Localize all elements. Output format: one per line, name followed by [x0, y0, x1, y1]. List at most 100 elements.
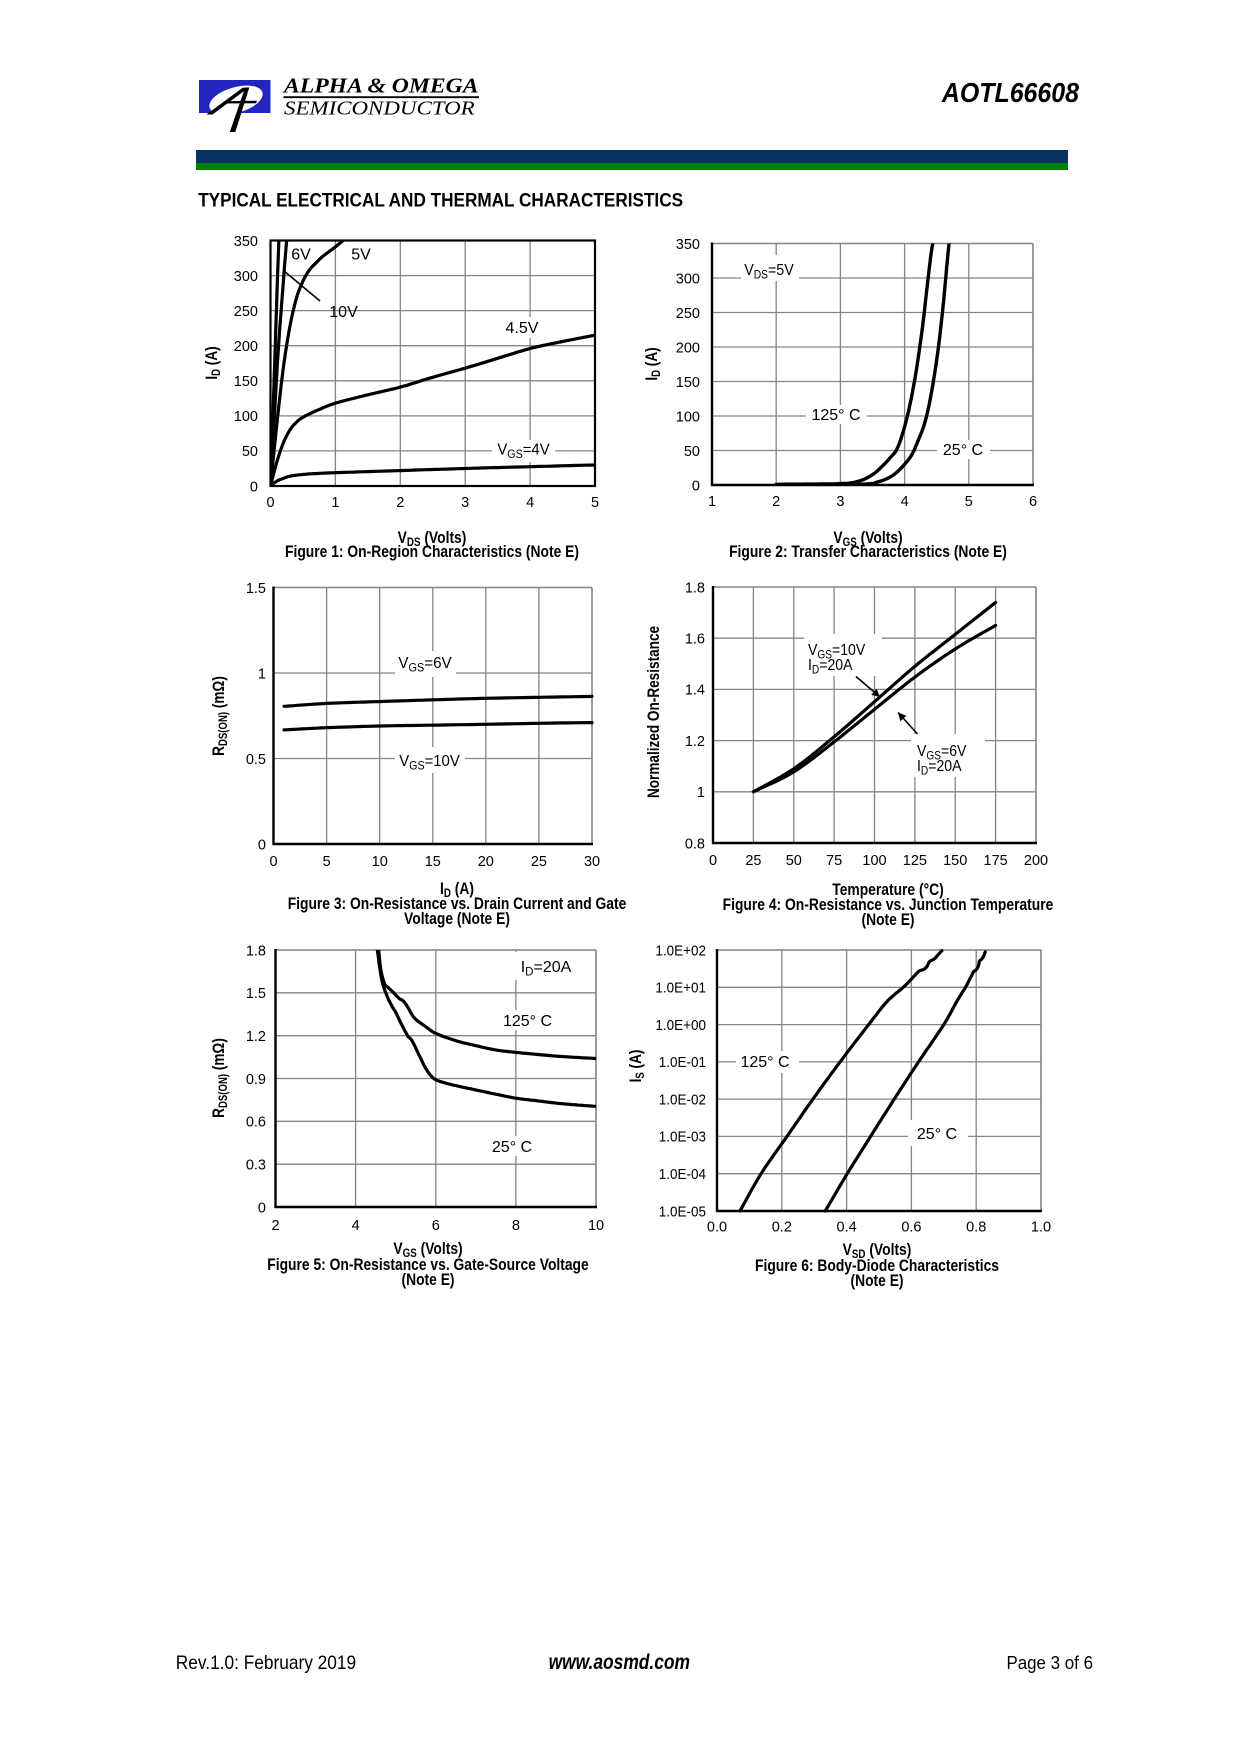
svg-text:30: 30 [584, 854, 600, 870]
svg-text:1.5: 1.5 [246, 986, 266, 1002]
svg-text:2: 2 [396, 495, 404, 511]
svg-text:1.2: 1.2 [246, 1029, 266, 1045]
svg-text:150: 150 [943, 853, 967, 869]
svg-text:Figure 4: On-Resistance vs. Ju: Figure 4: On-Resistance vs. Junction Tem… [723, 896, 1054, 915]
svg-text:125° C: 125° C [811, 407, 860, 424]
svg-text:2: 2 [772, 494, 780, 510]
svg-text:ID=20A: ID=20A [808, 656, 853, 676]
svg-text:1.0E-05: 1.0E-05 [659, 1203, 706, 1220]
svg-text:50: 50 [684, 444, 700, 460]
svg-text:1.0E+02: 1.0E+02 [655, 942, 706, 959]
svg-text:0: 0 [258, 837, 266, 853]
svg-text:1.5: 1.5 [246, 581, 266, 597]
svg-text:75: 75 [826, 853, 842, 869]
svg-text:100: 100 [862, 853, 886, 869]
svg-text:200: 200 [1024, 853, 1048, 869]
svg-text:0: 0 [692, 478, 700, 494]
svg-text:AOTL66608: AOTL66608 [941, 77, 1079, 109]
svg-text:(Note E): (Note E) [861, 911, 914, 930]
svg-text:0.3: 0.3 [246, 1158, 266, 1174]
svg-text:100: 100 [234, 409, 258, 425]
svg-text:350: 350 [676, 237, 700, 253]
svg-text:250: 250 [676, 306, 700, 322]
svg-text:1: 1 [697, 785, 705, 801]
svg-text:6V: 6V [291, 247, 311, 264]
svg-text:10V: 10V [329, 304, 358, 321]
svg-text:300: 300 [234, 269, 258, 285]
svg-text:www.aosmd.com: www.aosmd.com [549, 1652, 690, 1675]
svg-text:0.9: 0.9 [246, 1072, 266, 1088]
svg-text:VGS (Volts): VGS (Volts) [833, 529, 902, 550]
svg-text:125: 125 [903, 853, 927, 869]
svg-text:1.0E+00: 1.0E+00 [655, 1016, 706, 1033]
svg-text:1.8: 1.8 [246, 943, 266, 959]
svg-text:10: 10 [372, 854, 388, 870]
svg-text:4: 4 [352, 1218, 360, 1234]
svg-text:1.6: 1.6 [685, 632, 705, 648]
svg-text:50: 50 [242, 444, 258, 460]
svg-text:4: 4 [901, 494, 909, 510]
svg-text:ID (A): ID (A) [643, 347, 664, 380]
svg-text:0.8: 0.8 [966, 1220, 986, 1236]
svg-text:3: 3 [461, 495, 469, 511]
svg-text:SEMICONDUCTOR: SEMICONDUCTOR [284, 97, 475, 119]
svg-text:0.6: 0.6 [901, 1220, 921, 1236]
svg-text:200: 200 [676, 340, 700, 356]
svg-text:VDS=5V: VDS=5V [744, 261, 794, 281]
svg-text:300: 300 [676, 271, 700, 287]
svg-text:1.0E+01: 1.0E+01 [655, 979, 706, 996]
svg-text:5V: 5V [351, 247, 371, 264]
svg-text:5: 5 [965, 494, 973, 510]
svg-text:RDS(ON) (mΩ): RDS(ON) (mΩ) [210, 676, 231, 756]
svg-text:1.0E-01: 1.0E-01 [659, 1054, 706, 1071]
svg-text:Figure 6: Body-Diode Character: Figure 6: Body-Diode Characteristics [755, 1257, 999, 1276]
svg-text:25° C: 25° C [917, 1126, 957, 1143]
svg-text:Figure 3: On-Resistance vs. Dr: Figure 3: On-Resistance vs. Drain Curren… [288, 895, 627, 914]
svg-text:VDS (Volts): VDS (Volts) [398, 529, 467, 550]
svg-text:150: 150 [676, 375, 700, 391]
svg-text:3: 3 [836, 494, 844, 510]
svg-text:1.0: 1.0 [1031, 1220, 1051, 1236]
svg-text:125° C: 125° C [740, 1054, 789, 1071]
svg-text:250: 250 [234, 304, 258, 320]
svg-text:25: 25 [531, 854, 547, 870]
svg-text:5: 5 [323, 854, 331, 870]
svg-text:4: 4 [526, 495, 534, 511]
svg-text:0.2: 0.2 [772, 1220, 792, 1236]
svg-text:0: 0 [258, 1200, 266, 1216]
svg-text:25: 25 [745, 853, 761, 869]
svg-text:ID (A): ID (A) [440, 880, 474, 901]
svg-text:5: 5 [591, 495, 599, 511]
svg-text:125° C: 125° C [503, 1013, 552, 1030]
svg-text:VGS (Volts): VGS (Volts) [393, 1240, 462, 1261]
svg-text:50: 50 [786, 853, 802, 869]
svg-text:100: 100 [676, 409, 700, 425]
svg-text:Figure 5: On-Resistance vs. Ga: Figure 5: On-Resistance vs. Gate-Source … [267, 1256, 589, 1275]
svg-text:175: 175 [983, 853, 1007, 869]
svg-text:1.4: 1.4 [685, 683, 705, 699]
svg-text:RDS(ON) (mΩ): RDS(ON) (mΩ) [210, 1038, 231, 1118]
svg-text:15: 15 [425, 854, 441, 870]
svg-text:0.6: 0.6 [246, 1115, 266, 1131]
svg-text:VGS=4V: VGS=4V [497, 441, 550, 461]
svg-text:0.4: 0.4 [837, 1220, 857, 1236]
svg-text:Normalized On-Resistance: Normalized On-Resistance [645, 626, 664, 799]
svg-text:IS (A): IS (A) [627, 1050, 648, 1083]
svg-text:ID=20A: ID=20A [917, 757, 962, 777]
svg-text:0.0: 0.0 [707, 1220, 727, 1236]
svg-text:0: 0 [269, 854, 277, 870]
svg-text:Figure 2: Transfer Characteris: Figure 2: Transfer Characteristics (Note… [729, 543, 1007, 562]
svg-text:VSD (Volts): VSD (Volts) [843, 1241, 912, 1262]
svg-text:1: 1 [258, 666, 266, 682]
svg-text:1.2: 1.2 [685, 734, 705, 750]
svg-text:0: 0 [250, 479, 258, 495]
svg-text:10: 10 [588, 1218, 604, 1234]
svg-text:0.5: 0.5 [246, 752, 266, 768]
svg-text:350: 350 [234, 234, 258, 250]
svg-text:0: 0 [266, 495, 274, 511]
svg-text:20: 20 [478, 854, 494, 870]
svg-text:6: 6 [432, 1218, 440, 1234]
svg-text:6: 6 [1029, 494, 1037, 510]
svg-text:VGS=6V: VGS=6V [398, 655, 452, 675]
svg-text:ID (A): ID (A) [203, 346, 224, 379]
